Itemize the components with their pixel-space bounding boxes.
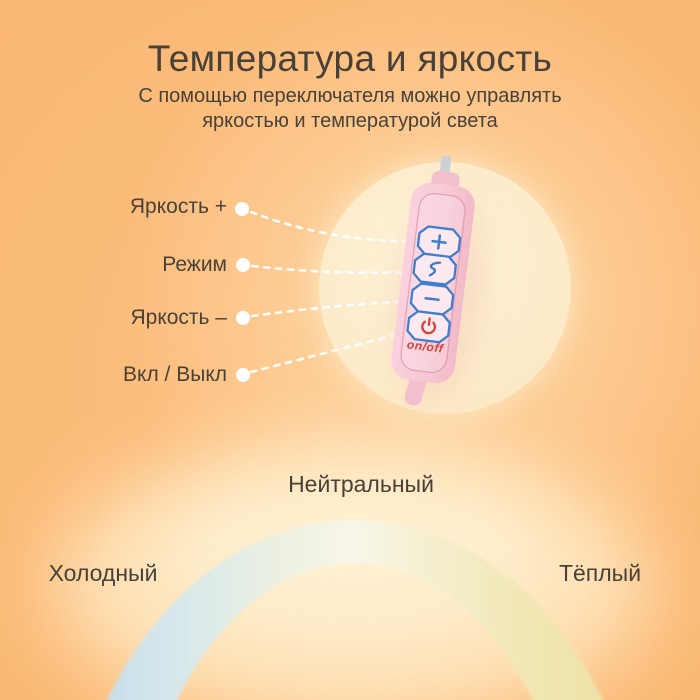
power-button[interactable] [406,310,451,344]
power-icon [421,317,437,335]
cable-tail [404,373,427,406]
leader-dot-power [236,368,250,382]
remote-control: on/off [391,155,486,406]
onoff-label: on/off [406,337,445,355]
leader-dot-brightness-down [236,311,250,325]
ring-light-arc [106,520,604,700]
minus-icon [424,296,440,302]
cable-connector-pin [439,155,452,176]
leader-line-power [249,328,417,374]
leader-dot-mode [236,258,250,272]
leader-line-brightness-up [249,210,421,243]
leader-dot-brightness-up [235,202,249,216]
lightning-icon [428,261,442,277]
mode-button[interactable] [412,252,457,286]
brightness-down-button[interactable] [409,282,455,316]
plus-icon [431,234,447,250]
